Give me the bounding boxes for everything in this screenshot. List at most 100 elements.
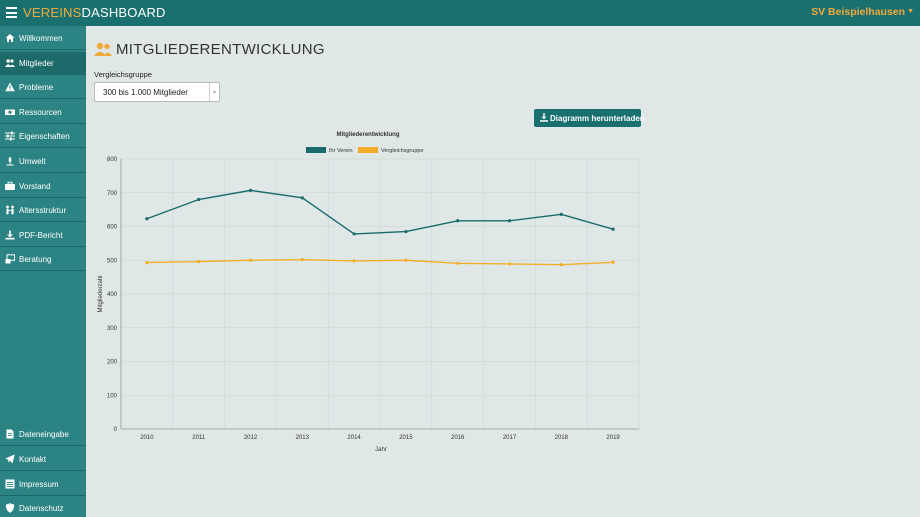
sidebar-item-label: Probleme	[19, 83, 54, 92]
data-point	[507, 219, 512, 223]
file-icon	[6, 429, 14, 439]
download-icon	[5, 230, 15, 240]
data-point	[456, 261, 460, 265]
download-chart-button[interactable]: Diagramm herunterladen	[534, 109, 645, 127]
warning-icon	[5, 82, 15, 92]
sidebar-item-umwelt[interactable]: Umwelt	[0, 150, 86, 173]
sidebar-item-pdf-bericht[interactable]: PDF-Bericht	[0, 224, 86, 247]
club-menu[interactable]: SV Beispielhausen ▼	[811, 6, 914, 18]
download-icon	[540, 113, 548, 122]
sidebar-item-label: PDF-Bericht	[19, 231, 63, 240]
chart-series	[145, 188, 615, 267]
compare-group-label: Vergleichsgruppe	[94, 70, 152, 79]
leaf-icon	[6, 156, 14, 166]
chart-svg: Mitgliederentwicklung Ihr Verein Vergleic…	[98, 132, 640, 453]
legend-label: Ihr Verein	[329, 148, 353, 154]
chart-title: Mitgliederentwicklung	[336, 132, 399, 138]
data-point	[404, 229, 408, 234]
sidebar-item-datenschutz[interactable]: Datenschutz	[0, 497, 86, 517]
y-tick-label: 300	[107, 326, 118, 332]
x-tick-label: 2017	[503, 435, 517, 441]
data-point	[300, 257, 304, 262]
member-chart: Mitgliederentwicklung Ihr Verein Vergleic…	[86, 126, 666, 466]
legend-swatch	[306, 147, 326, 153]
sidebar-item-label: Eigenschaften	[19, 132, 70, 141]
app-brand[interactable]: VEREINSDASHBOARD	[23, 5, 166, 20]
legend-swatch	[358, 147, 378, 153]
shield-icon	[5, 503, 15, 513]
y-tick-label: 700	[107, 191, 118, 197]
data-point	[145, 261, 149, 265]
home-icon	[5, 34, 15, 42]
x-tick-label: 2015	[399, 435, 413, 441]
sidebar-item-label: Beratung	[19, 255, 52, 264]
data-point	[352, 232, 356, 236]
download-chart-label: Diagramm herunterladen	[550, 113, 645, 123]
top-navbar: VEREINSDASHBOARD SV Beispielhausen ▼	[0, 0, 920, 26]
x-tick-label: 2019	[606, 435, 620, 441]
sidebar-item-kontakt[interactable]: Kontakt	[0, 448, 86, 471]
y-axis-label: Mitgliederzahl	[98, 275, 104, 312]
data-point	[145, 217, 149, 221]
sidebar-item-label: Vorstand	[19, 182, 51, 191]
sidebar-item-label: Ressourcen	[19, 108, 62, 117]
data-point	[456, 219, 460, 223]
data-point	[559, 263, 563, 267]
briefcase-icon	[5, 181, 15, 190]
sidebar-item-beratung[interactable]: Beratung	[0, 248, 86, 271]
chevron-down-icon: ⌄	[209, 83, 219, 101]
x-tick-label: 2016	[451, 435, 465, 441]
consulting-icon	[5, 254, 15, 264]
legend-label: Vergleichsgruppe	[381, 148, 424, 154]
y-tick-label: 200	[107, 360, 118, 366]
data-point	[197, 260, 201, 264]
chart-legend: Ihr Verein Vergleichsgruppe	[306, 147, 424, 154]
sidebar-item-dateneingabe[interactable]: Dateneingabe	[0, 423, 86, 446]
y-tick-label: 0	[114, 427, 118, 433]
sidebar-item-willkommen[interactable]: Willkommen	[0, 27, 86, 50]
compare-group-value: 300 bis 1.000 Mitglieder	[103, 88, 188, 97]
sidebar-item-eigenschaften[interactable]: Eigenschaften	[0, 125, 86, 148]
compare-group-select[interactable]: 300 bis 1.000 Mitglieder ⌄	[94, 82, 220, 102]
x-axis-label: Jahr	[375, 447, 387, 453]
sidebar-item-impressum[interactable]: Impressum	[0, 473, 86, 496]
sidebar-item-label: Willkommen	[19, 34, 63, 43]
y-tick-label: 400	[107, 292, 118, 298]
people-icon	[6, 205, 14, 215]
data-point	[352, 259, 356, 263]
data-point	[248, 188, 253, 192]
x-tick-label: 2011	[192, 435, 206, 441]
series-line	[146, 258, 614, 266]
sidebar: Willkommen Mitglieder Probleme Ressource…	[0, 26, 86, 517]
data-point	[611, 227, 615, 231]
sidebar-item-label: Mitglieder	[19, 59, 54, 68]
sidebar-item-label: Altersstruktur	[19, 206, 67, 215]
sidebar-item-mitglieder[interactable]: Mitglieder	[0, 52, 86, 75]
y-tick-label: 500	[107, 258, 118, 264]
data-point	[559, 212, 563, 216]
y-tick-label: 100	[107, 393, 118, 399]
sidebar-item-label: Umwelt	[19, 157, 46, 166]
users-icon	[94, 42, 112, 56]
x-axis-ticks: 2010 2011 2012 2013 2014 2015 2016 2017 2018 2019	[140, 435, 620, 441]
sidebar-item-label: Kontakt	[19, 455, 47, 464]
sidebar-item-vorstand[interactable]: Vorstand	[0, 175, 86, 198]
sidebar-item-ressourcen[interactable]: Ressourcen	[0, 101, 86, 124]
money-icon	[5, 109, 15, 115]
data-point	[300, 196, 304, 200]
menu-toggle-icon[interactable]	[6, 7, 17, 18]
send-icon	[5, 454, 15, 464]
users-icon	[5, 59, 15, 67]
y-axis-ticks: 0 100 200 300 400 500 600 700 800	[107, 157, 118, 433]
sidebar-item-label: Impressum	[19, 480, 59, 489]
main-content: MITGLIEDERENTWICKLUNG Vergleichsgruppe 3…	[86, 26, 920, 517]
data-point	[197, 197, 201, 202]
x-tick-label: 2018	[555, 435, 569, 441]
list-icon	[5, 479, 15, 489]
sidebar-item-label: Datenschutz	[19, 504, 64, 513]
brand-part1: VEREINS	[23, 5, 82, 20]
data-point	[248, 258, 253, 262]
sidebar-item-altersstruktur[interactable]: Altersstruktur	[0, 199, 86, 222]
sidebar-item-probleme[interactable]: Probleme	[0, 76, 86, 99]
data-point	[507, 262, 512, 266]
